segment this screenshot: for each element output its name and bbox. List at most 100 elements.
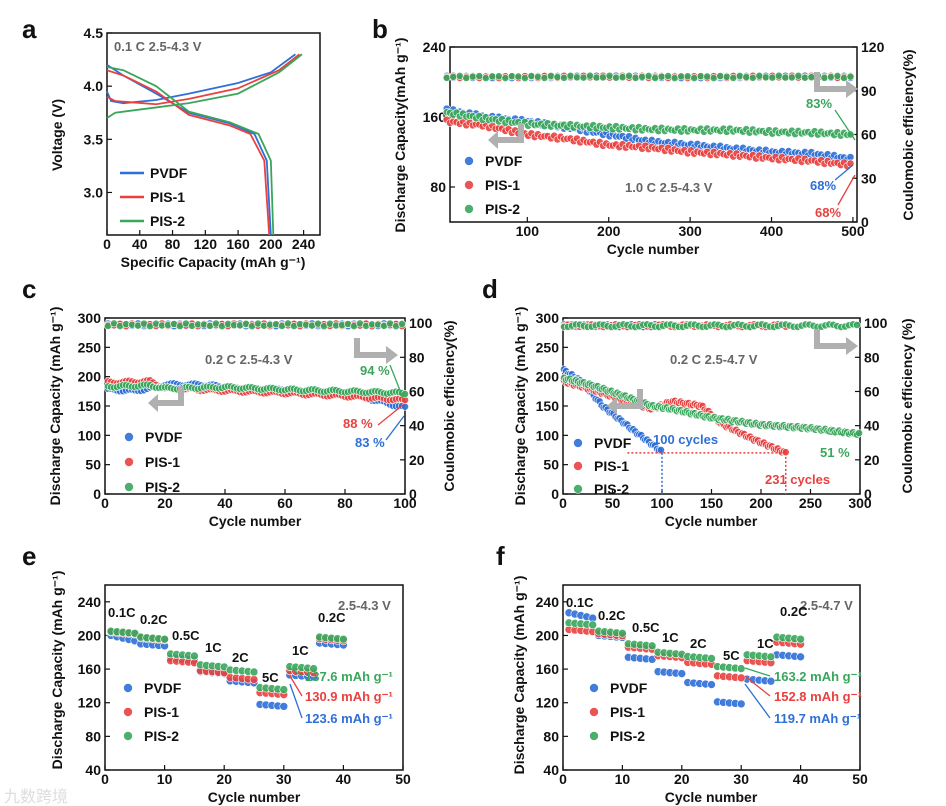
x-tick-label: 300: [848, 495, 872, 511]
legend-label: PIS-1: [485, 177, 520, 193]
data-point: [475, 72, 484, 80]
series-pis-2: [560, 320, 863, 439]
panel-d: d0 50 100 150 200 250 300050100150200250300020…: [482, 274, 915, 529]
data-point: [787, 73, 796, 82]
legend-label: PVDF: [144, 680, 182, 696]
data-point: [670, 74, 679, 82]
data-point: [442, 73, 451, 82]
data-point: [820, 73, 829, 82]
y-tick-label: 240: [78, 594, 102, 610]
y-tick-label: 240: [423, 39, 447, 55]
charge-curve: [106, 53, 303, 119]
x-tick-label: 300: [678, 223, 702, 239]
data-point: [657, 72, 666, 81]
left-axis-arrow-icon: [488, 123, 524, 149]
annotation: 163.2 mAh g⁻¹: [774, 669, 862, 684]
y2-tick-label: 40: [409, 418, 425, 434]
data-point: [468, 72, 477, 81]
x-tick-label: 50: [395, 771, 411, 787]
data-point: [696, 72, 705, 81]
legend-label: PIS-1: [150, 189, 185, 205]
x-tick-label: 160: [226, 236, 250, 252]
x-tick-label: 50: [605, 495, 621, 511]
legend-label: PIS-1: [145, 454, 180, 470]
data-point: [729, 74, 738, 82]
y-axis-title: Discharge Capacity (mAh g⁻¹): [49, 571, 65, 770]
legend-label: PIS-1: [144, 704, 179, 720]
x-tick-label: 100: [393, 495, 417, 511]
annotation: 0.2 C 2.5-4.7 V: [670, 352, 758, 367]
discharge-curve: [106, 64, 272, 236]
rate-label: 1C: [205, 640, 222, 655]
series-pis-1: [106, 53, 301, 236]
data-point: [123, 683, 133, 693]
y-tick-label: 3.0: [84, 184, 104, 200]
y-tick-label: 150: [536, 398, 560, 414]
y2-tick-label: 20: [409, 452, 425, 468]
data-point: [618, 73, 627, 82]
data-point: [638, 72, 647, 81]
series-pis-2: [442, 71, 855, 140]
legend-label: PVDF: [145, 429, 183, 445]
y-tick-label: 50: [85, 457, 101, 473]
y-tick-label: 40: [543, 762, 559, 778]
data-point: [124, 457, 134, 467]
data-point: [586, 71, 594, 80]
data-point: [703, 72, 712, 81]
legend-label: PIS-2: [485, 201, 520, 217]
data-point: [130, 628, 140, 638]
x-tick-label: 100: [650, 495, 674, 511]
y-tick-label: 160: [536, 661, 560, 677]
data-point: [625, 71, 633, 80]
y-tick-label: 0: [551, 486, 559, 502]
data-point: [488, 72, 497, 81]
y2-tick-label: 100: [409, 315, 433, 331]
x-tick-label: 400: [760, 223, 784, 239]
watermark: 九数跨境: [4, 787, 68, 806]
series-pis-2: [104, 319, 409, 398]
pointer-arrow: [744, 683, 771, 719]
y2-axis-title: Coulomobic efficiency(%): [900, 49, 916, 220]
y2-tick-label: 0: [864, 486, 872, 502]
panel-label: c: [22, 274, 36, 304]
data-point: [514, 72, 523, 81]
data-point: [534, 72, 542, 81]
x-tick-label: 0: [559, 771, 567, 787]
data-point: [736, 699, 746, 709]
y-tick-label: 200: [78, 369, 102, 385]
charge-curve: [106, 53, 296, 105]
rate-label: 0.2C: [780, 604, 808, 619]
y-tick-label: 120: [536, 695, 560, 711]
x-axis-title: Specific Capacity (mAh g⁻¹): [121, 254, 306, 270]
annotation: 0.2 C 2.5-4.3 V: [205, 352, 293, 367]
x-tick-label: 80: [165, 236, 181, 252]
y-tick-label: 240: [536, 594, 560, 610]
data-point: [736, 673, 746, 683]
annotation: 137.6 mAh g⁻¹: [305, 669, 393, 684]
y-axis-title: Discharge Capacity (mAh g⁻¹): [47, 307, 63, 506]
data-point: [592, 73, 601, 82]
data-point: [644, 72, 653, 80]
x-axis-title: Cycle number: [665, 789, 758, 805]
panel-c: c0 20 40 60 80 100050100150200250300020406080…: [22, 274, 457, 529]
legend-label: PIS-1: [610, 704, 645, 720]
data-point: [766, 652, 776, 662]
annotation: 94 %: [360, 363, 390, 378]
y-tick-label: 200: [536, 369, 560, 385]
panel-e: e 0 10 20 30 40 50 40 80 120 160 200 240 Cycle number…: [22, 541, 411, 805]
data-point: [807, 73, 816, 82]
x-axis-title: Cycle number: [665, 513, 758, 529]
panel-label: e: [22, 541, 36, 571]
data-point: [677, 669, 687, 678]
data-point: [462, 74, 471, 82]
rate-label: 2C: [690, 636, 707, 651]
x-tick-label: 0: [559, 495, 567, 511]
x-tick-label: 200: [597, 223, 621, 239]
x-tick-label: 250: [799, 495, 823, 511]
y-tick-label: 120: [78, 695, 102, 711]
pointer-arrow: [289, 667, 303, 677]
pointer-arrow: [744, 675, 771, 697]
right-axis-arrow-icon: [814, 329, 858, 355]
x-tick-label: 200: [749, 495, 773, 511]
